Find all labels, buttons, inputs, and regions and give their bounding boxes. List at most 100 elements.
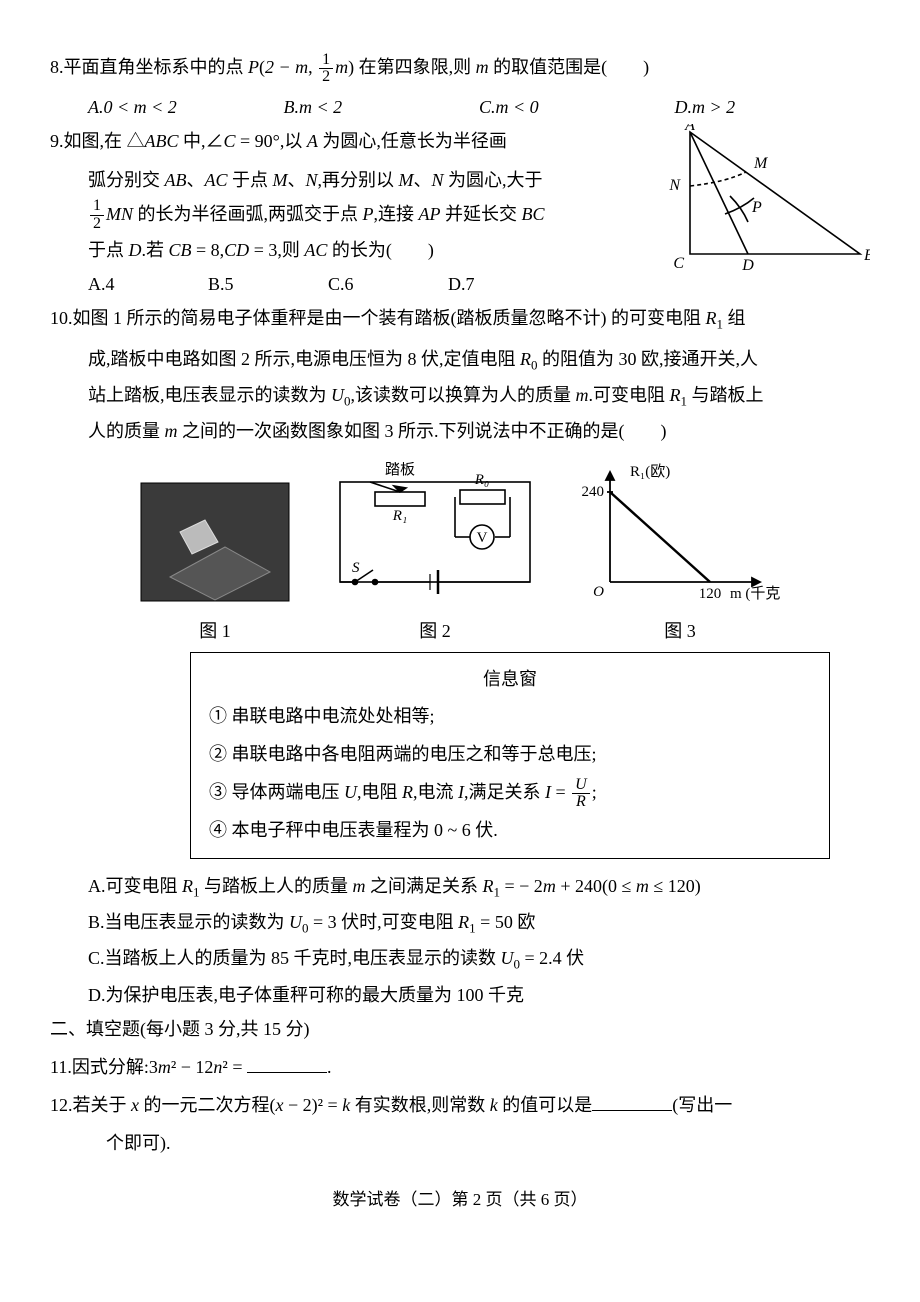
q8-option-C: C.m < 0 bbox=[479, 90, 675, 124]
t: = 90°,以 bbox=[236, 131, 307, 151]
t: D bbox=[129, 240, 142, 260]
t: 的一元二次方程( bbox=[139, 1095, 276, 1115]
lbl-N: N bbox=[668, 177, 681, 194]
t: R bbox=[402, 782, 413, 802]
t: m bbox=[165, 421, 178, 441]
t: 人的质量 bbox=[88, 421, 165, 441]
t: D.为保护电压表,电子体重秤可称的最大质量为 100 千克 bbox=[88, 985, 524, 1005]
t: (写出一 bbox=[672, 1095, 732, 1115]
q9-option-A: A.4 bbox=[88, 267, 208, 301]
lbl-O: O bbox=[593, 584, 604, 600]
q11-blank bbox=[247, 1054, 327, 1073]
t: 组 bbox=[723, 308, 746, 328]
t: R bbox=[182, 876, 193, 896]
fig3-label: 图 3 bbox=[580, 614, 780, 648]
t: U bbox=[289, 912, 302, 932]
q8-m: m bbox=[335, 57, 348, 77]
q9-options: A.4 B.5 C.6 D.7 bbox=[50, 267, 640, 301]
q8-frac: 12 bbox=[319, 52, 333, 87]
t: CD bbox=[224, 240, 249, 260]
lbl-M: M bbox=[753, 155, 769, 172]
q10-fig3: R₁(欧) 240 O 120 m (千克) 图 3 bbox=[580, 462, 780, 647]
q8-stem-a: 平面直角坐标系中的点 bbox=[64, 57, 249, 77]
lbl-P: P bbox=[751, 199, 762, 216]
section-2-header: 二、填空题(每小题 3 分,共 15 分) bbox=[50, 1012, 870, 1046]
t: x bbox=[276, 1095, 284, 1115]
t: 、 bbox=[187, 170, 205, 190]
info-window: 信息窗 ① 串联电路中电流处处相等; ② 串联电路中各电阻两端的电压之和等于总电… bbox=[190, 652, 830, 859]
t: C bbox=[224, 131, 236, 151]
t: MN bbox=[106, 204, 133, 224]
lbl-ylabel: R₁(欧) bbox=[630, 463, 670, 480]
q8-m2: m bbox=[476, 57, 489, 77]
t: 的阻值为 30 欧,接通开关,人 bbox=[538, 349, 759, 369]
t: R bbox=[458, 912, 469, 932]
t: AC bbox=[304, 240, 327, 260]
d: 2 bbox=[90, 216, 104, 233]
lbl-R1: R₁ bbox=[392, 508, 407, 524]
lbl-taban: 踏板 bbox=[385, 462, 415, 478]
lbl-R0: R₀ bbox=[474, 472, 489, 488]
t: R bbox=[670, 385, 681, 405]
n: 1 bbox=[90, 198, 104, 216]
t: N bbox=[432, 170, 444, 190]
t: 中,∠ bbox=[179, 131, 224, 151]
t: m bbox=[636, 876, 649, 896]
t: AB bbox=[165, 170, 187, 190]
t: U bbox=[501, 948, 514, 968]
t: ,再分别以 bbox=[318, 170, 399, 190]
info-frac: UR bbox=[572, 777, 590, 812]
q9-frac: 12 bbox=[90, 198, 104, 233]
q8-comma: , bbox=[308, 57, 317, 77]
t: 之间的一次函数图象如图 3 所示.下列说法中不正确的是( ) bbox=[178, 421, 667, 441]
lbl-B: B bbox=[864, 247, 870, 264]
t: 的长为( ) bbox=[327, 240, 434, 260]
t: m bbox=[353, 876, 366, 896]
lbl-V: V bbox=[477, 530, 488, 546]
t: ,电流 bbox=[413, 782, 458, 802]
t: 与踏板上 bbox=[687, 385, 764, 405]
q10-line3: 站上踏板,电压表显示的读数为 U0,该读数可以换算为人的质量 m.可变电阻 R1… bbox=[50, 378, 870, 414]
t: 与踏板上人的质量 bbox=[200, 876, 353, 896]
t: 并延长交 bbox=[441, 204, 522, 224]
t: 于点 bbox=[228, 170, 273, 190]
q10-figures: 图 1 bbox=[50, 462, 870, 647]
q9-number: 9. bbox=[50, 131, 64, 151]
q8-number: 8. bbox=[50, 57, 64, 77]
info-l4: ④ 本电子秤中电压表量程为 0 ~ 6 伏. bbox=[209, 812, 811, 850]
t: R bbox=[520, 349, 531, 369]
lbl-D: D bbox=[741, 257, 754, 274]
t: ,该读数可以换算为人的质量 bbox=[351, 385, 576, 405]
t: R bbox=[483, 876, 494, 896]
info-title: 信息窗 bbox=[209, 661, 811, 699]
question-9: 9.如图,在 △ABC 中,∠C = 90°,以 A 为圆心,任意长为半径画 弧… bbox=[50, 124, 870, 301]
t: = bbox=[551, 782, 570, 802]
t: = 3 伏时,可变电阻 bbox=[309, 912, 459, 932]
lbl-xlabel: m (千克) bbox=[730, 585, 780, 602]
q10-line2: 成,踏板中电路如图 2 所示,电源电压恒为 8 伏,定值电阻 R0 的阻值为 3… bbox=[50, 342, 870, 378]
t: .若 bbox=[142, 240, 169, 260]
t: 为圆心,大于 bbox=[444, 170, 543, 190]
q10-option-A: A.可变电阻 R1 与踏板上人的质量 m 之间满足关系 R1 = − 2m + … bbox=[50, 869, 870, 905]
t: = − 2 bbox=[500, 876, 543, 896]
t: CB bbox=[169, 240, 192, 260]
t: 之间满足关系 bbox=[366, 876, 483, 896]
q12-line2: 个即可). bbox=[50, 1126, 870, 1160]
t: − 2)² = bbox=[284, 1095, 343, 1115]
t: + 240(0 ≤ bbox=[556, 876, 636, 896]
question-12: 12.若关于 x 的一元二次方程(x − 2)² = k 有实数根,则常数 k … bbox=[50, 1088, 870, 1122]
t: P bbox=[363, 204, 374, 224]
t: ,连接 bbox=[374, 204, 419, 224]
t: AC bbox=[205, 170, 228, 190]
info-l3: ③ 导体两端电压 U,电阻 R,电流 I,满足关系 I = UR; bbox=[209, 774, 811, 812]
t: A bbox=[307, 131, 318, 151]
t: 的值可以是 bbox=[498, 1095, 593, 1115]
info-l2: ② 串联电路中各电阻两端的电压之和等于总电压; bbox=[209, 736, 811, 774]
t: 、 bbox=[288, 170, 306, 190]
q9-option-D: D.7 bbox=[448, 267, 568, 301]
q9-figure: A B C D N M P bbox=[650, 124, 870, 274]
t: U bbox=[344, 782, 357, 802]
t: m bbox=[543, 876, 556, 896]
t: A.可变电阻 bbox=[88, 876, 182, 896]
t: 如图,在 △ bbox=[64, 131, 145, 151]
